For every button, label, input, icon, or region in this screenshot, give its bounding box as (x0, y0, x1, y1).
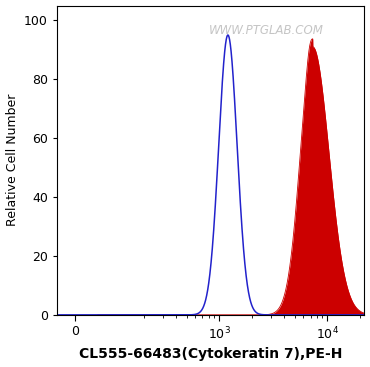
Y-axis label: Relative Cell Number: Relative Cell Number (6, 94, 18, 226)
X-axis label: CL555-66483(Cytokeratin 7),PE-H: CL555-66483(Cytokeratin 7),PE-H (79, 348, 342, 361)
Text: WWW.PTGLAB.COM: WWW.PTGLAB.COM (209, 24, 323, 37)
